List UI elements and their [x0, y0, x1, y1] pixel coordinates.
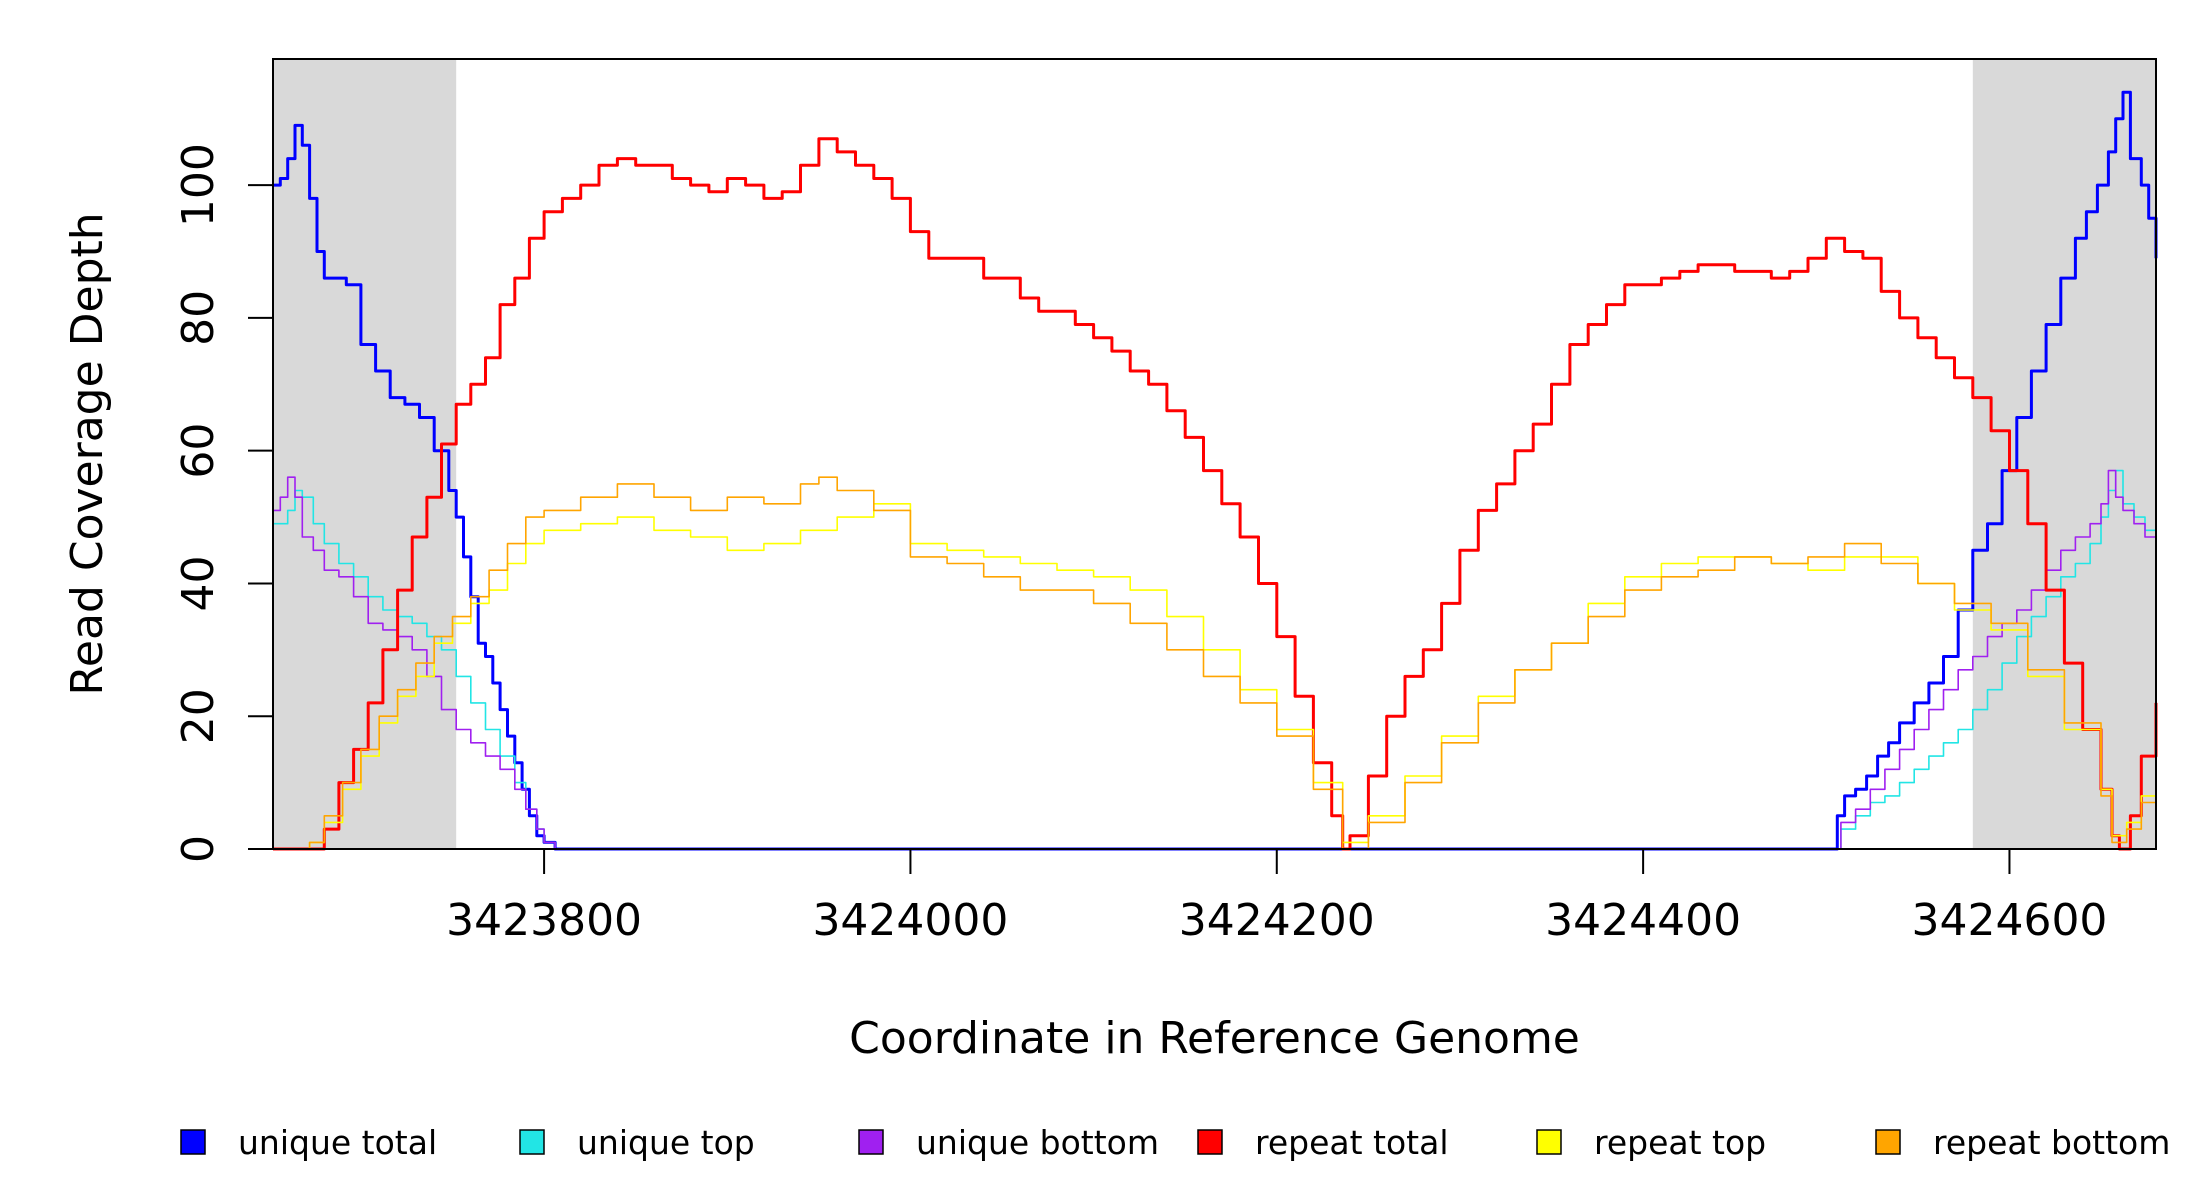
- series-repeat-bottom: [273, 476, 2157, 850]
- shaded-region-2: [1972, 59, 2156, 849]
- legend-swatch: [1197, 1129, 1223, 1155]
- legend-label: repeat total: [1255, 1123, 1449, 1162]
- legend-swatch: [858, 1129, 884, 1155]
- y-tick-label: 0: [173, 835, 224, 863]
- x-axis: 3423800 3424000 3424200 3424400 3424600: [446, 848, 2107, 946]
- legend-swatch: [1536, 1129, 1562, 1155]
- y-axis-title: Read Coverage Depth: [62, 212, 113, 695]
- x-tick-label: 3424000: [812, 895, 1008, 946]
- y-tick-label: 20: [173, 688, 224, 744]
- series-repeat-total: [273, 137, 2158, 851]
- y-tick-label: 100: [173, 143, 224, 227]
- series-unique-bottom: [273, 469, 2157, 850]
- legend-item-unique-bottom: unique bottom: [858, 1123, 1159, 1162]
- legend-swatch: [519, 1129, 545, 1155]
- legend-label: repeat top: [1594, 1123, 1766, 1162]
- x-tick-label: 3424600: [1911, 895, 2107, 946]
- x-tick-label: 3424400: [1545, 895, 1741, 946]
- legend-swatch: [1875, 1129, 1901, 1155]
- legend-item-unique-total: unique total: [180, 1123, 437, 1162]
- x-axis-title: Coordinate in Reference Genome: [849, 1013, 1580, 1064]
- y-tick-label: 60: [173, 423, 224, 479]
- y-axis: 0 20 40 60 80 100: [173, 143, 274, 863]
- legend-item-repeat-top: repeat top: [1536, 1123, 1766, 1162]
- series-layer: [273, 90, 2158, 851]
- series-repeat-top: [273, 503, 2157, 850]
- plot-frame: [272, 58, 2157, 850]
- x-tick-label: 3424200: [1179, 895, 1375, 946]
- legend: unique total unique top unique bottom repea…: [180, 1123, 2170, 1162]
- legend-label: unique total: [238, 1123, 437, 1162]
- legend-item-unique-top: unique top: [519, 1123, 755, 1162]
- legend-item-repeat-bottom: repeat bottom: [1875, 1123, 2170, 1162]
- legend-label: unique top: [577, 1123, 755, 1162]
- shaded-region-1: [273, 59, 457, 849]
- shaded-regions: [273, 59, 2156, 849]
- x-tick-label: 3423800: [446, 895, 642, 946]
- y-tick-label: 40: [173, 555, 224, 611]
- legend-label: repeat bottom: [1933, 1123, 2170, 1162]
- y-tick-label: 80: [173, 290, 224, 346]
- series-unique-top: [273, 469, 2157, 850]
- legend-item-repeat-total: repeat total: [1197, 1123, 1449, 1162]
- legend-label: unique bottom: [916, 1123, 1159, 1162]
- legend-swatch: [180, 1129, 206, 1155]
